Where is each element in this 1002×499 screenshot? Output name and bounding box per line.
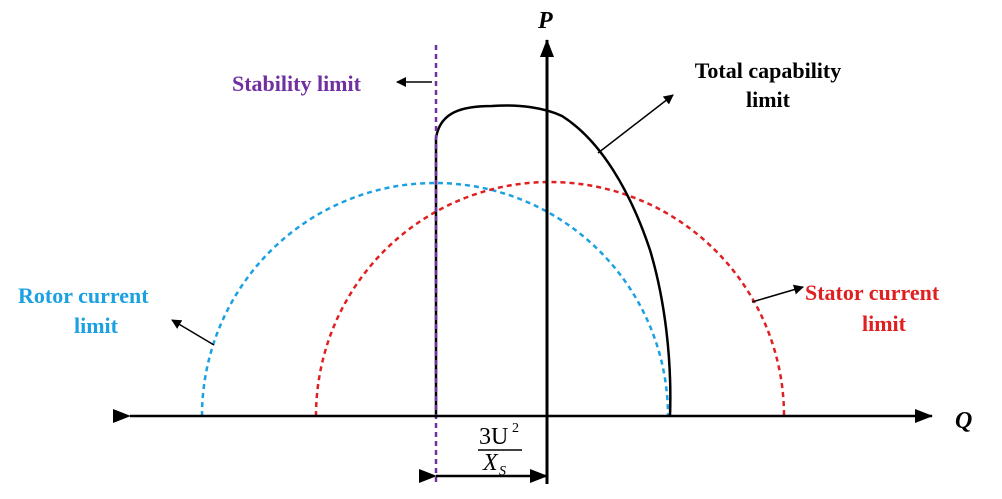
stator-current-label-line1: Stator current	[805, 280, 940, 305]
fraction-denominator: X	[482, 450, 499, 476]
rotor-current-label-line1: Rotor current	[18, 283, 149, 308]
stability-limit-label: Stability limit	[232, 71, 362, 96]
fraction-numerator-exponent: 2	[512, 421, 519, 436]
q-axis-label: Q	[955, 408, 972, 434]
fraction-numerator: 3U	[479, 424, 508, 450]
offset-fraction-label: 3U 2 X S	[478, 421, 522, 479]
stator-current-limit-curve	[314, 180, 786, 417]
total-capability-limit-curve	[434, 104, 672, 417]
stator-pointer-arrow	[751, 284, 804, 303]
fraction-denominator-subscript: S	[499, 464, 506, 479]
total-capability-label-line2: limit	[746, 87, 791, 112]
total-capability-label-line1: Total capability	[695, 58, 842, 83]
stator-current-label-line2: limit	[862, 311, 907, 336]
rotor-pointer-arrow	[171, 319, 215, 346]
p-axis-label: P	[537, 8, 553, 34]
rotor-current-label-line2: limit	[74, 313, 119, 338]
total-pointer-arrow	[597, 94, 674, 154]
